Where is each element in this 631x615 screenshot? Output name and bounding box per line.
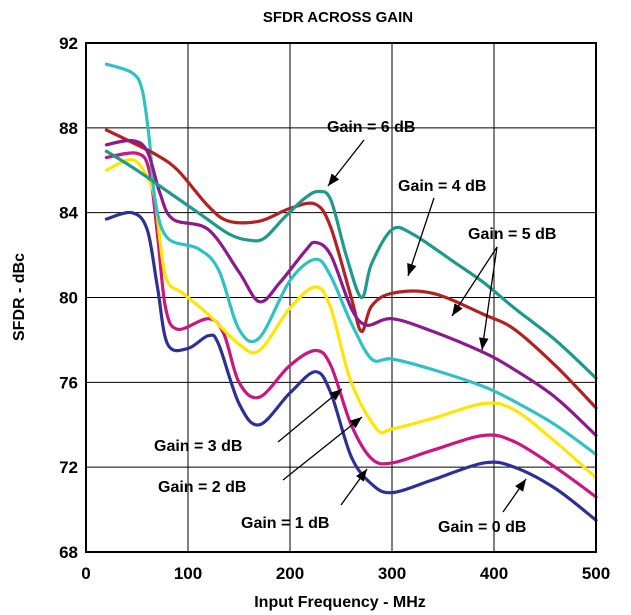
x-axis-label: Input Frequency - MHz [254,594,426,611]
series-line-2 [104,157,598,480]
annotation-arrowhead [479,337,489,350]
annotation-arrowhead [356,469,367,482]
annotation-arrowhead [515,479,526,492]
annotation-gain-6db: Gain = 6 dB [327,119,415,136]
x-tick-label: 100 [174,564,202,583]
annotation-arrow-line [407,197,435,277]
y-tick-label: 80 [59,289,78,308]
x-tick-label: 500 [582,564,610,583]
series-line-6 [104,149,598,380]
chart-title: SFDR ACROSS GAIN [263,9,413,26]
annotation-arrows [277,139,527,513]
annotation-arrow-line [282,416,363,481]
annotation-arrow-line [451,246,498,317]
plot-frame [85,42,597,553]
series-line-0 [104,210,598,522]
annotation-gain-3db: Gain = 3 dB [154,438,242,455]
y-tick-label: 72 [59,458,78,477]
y-axis-label: SFDR - dBc [11,253,28,341]
annotation-arrowhead [452,303,463,316]
y-tick-label: 68 [59,543,78,562]
annotation-arrow-line [481,246,498,351]
annotation-gain-5db: Gain = 5 dB [468,226,556,243]
series-line-1 [104,151,598,499]
x-tick-label: 0 [81,564,90,583]
y-tick-label: 76 [59,373,78,392]
x-tick-label: 300 [378,564,406,583]
y-tick-label: 84 [59,204,78,223]
annotation-gain-2db: Gain = 2 dB [158,479,246,496]
x-tick-label: 400 [480,564,508,583]
annotation-arrowhead [329,389,342,401]
annotation-arrowhead [328,173,340,186]
series-line-5 [104,138,598,437]
y-tick-label: 92 [59,34,78,53]
series-line-4 [104,128,598,410]
y-tick-label: 88 [59,119,78,138]
tick-labels: 0 100 200 300 400 500 68 72 76 80 84 88 92 [59,34,610,583]
annotation-gain-0db: Gain = 0 dB [438,519,526,536]
series-layer [104,62,598,522]
annotation-gain-1db: Gain = 1 dB [241,515,329,532]
x-tick-label: 200 [276,564,304,583]
annotation-labels: Gain = 6 dB Gain = 4 dB Gain = 5 dB Gain… [154,119,556,536]
annotation-arrow-line [277,388,343,443]
annotation-arrowhead [407,263,417,276]
annotation-arrowhead [349,417,362,429]
annotation-gain-4db: Gain = 4 dB [398,178,486,195]
